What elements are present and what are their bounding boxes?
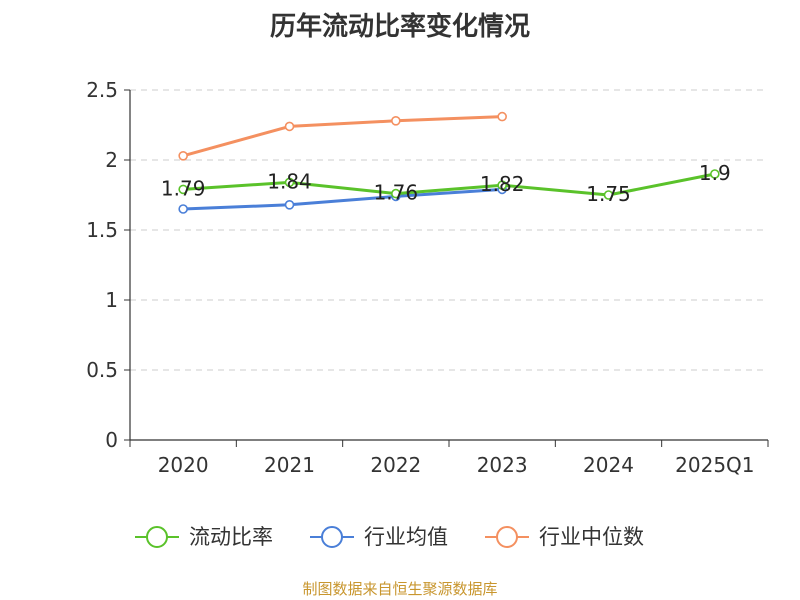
data-label: 1.82 [480, 172, 525, 196]
legend-label: 流动比率 [189, 525, 273, 549]
data-point [284, 200, 295, 210]
data-point [603, 190, 614, 200]
legend-marker [146, 526, 168, 548]
data-label: 1.76 [374, 181, 419, 205]
legend-item[interactable]: 行业中位数 [485, 525, 644, 549]
data-point [284, 121, 295, 132]
y-tick-label: 2 [105, 148, 118, 172]
data-point [284, 177, 295, 188]
legend-label: 行业均值 [364, 525, 448, 549]
chart-title: 历年流动比率变化情况 [269, 12, 530, 42]
source-note: 制图数据来自恒生聚源数据库 [302, 580, 498, 598]
data-point [178, 184, 188, 195]
legend-item[interactable]: 流动比率 [135, 525, 273, 549]
data-label: 1.79 [161, 176, 206, 200]
y-tick-label: 0.5 [86, 358, 118, 382]
legend-marker [496, 526, 518, 548]
x-tick-label: 2024 [583, 453, 634, 477]
axes: 0 0.5 1 1.5 2 2.5 2020 2021 2022 2023 2024 2025Q1 [86, 78, 769, 477]
legend-label: 行业中位数 [539, 525, 644, 549]
data-labels: 1.79 1.84 1.76 1.82 1.75 1.9 [161, 161, 731, 206]
series-line [183, 172, 716, 197]
x-tick-label: 2020 [158, 453, 209, 477]
data-label: 1.84 [267, 169, 312, 193]
series-line [182, 115, 503, 158]
data-point [497, 180, 507, 190]
data-point [710, 169, 720, 179]
series-group [178, 111, 720, 214]
y-tick-label: 2.5 [86, 78, 118, 102]
legend-item[interactable]: 行业均值 [310, 525, 448, 549]
y-tick-label: 1 [105, 288, 118, 312]
data-label: 1.9 [699, 161, 731, 185]
legend-marker [321, 526, 343, 548]
x-tick-label: 2025Q1 [675, 453, 754, 477]
data-point [391, 116, 401, 126]
data-point [497, 111, 507, 122]
data-point [391, 188, 401, 199]
grid-lines [130, 89, 768, 371]
data-point [178, 151, 188, 161]
x-tick-label: 2023 [477, 453, 528, 477]
data-point [178, 204, 188, 214]
y-tick-label: 0 [105, 428, 118, 452]
legend[interactable]: 流动比率 行业均值 行业中位数 [135, 525, 644, 549]
x-tick-label: 2021 [264, 453, 315, 477]
series-line [183, 187, 503, 211]
y-tick-label: 1.5 [86, 218, 118, 242]
x-tick-label: 2022 [370, 453, 421, 477]
data-label: 1.75 [586, 182, 631, 206]
